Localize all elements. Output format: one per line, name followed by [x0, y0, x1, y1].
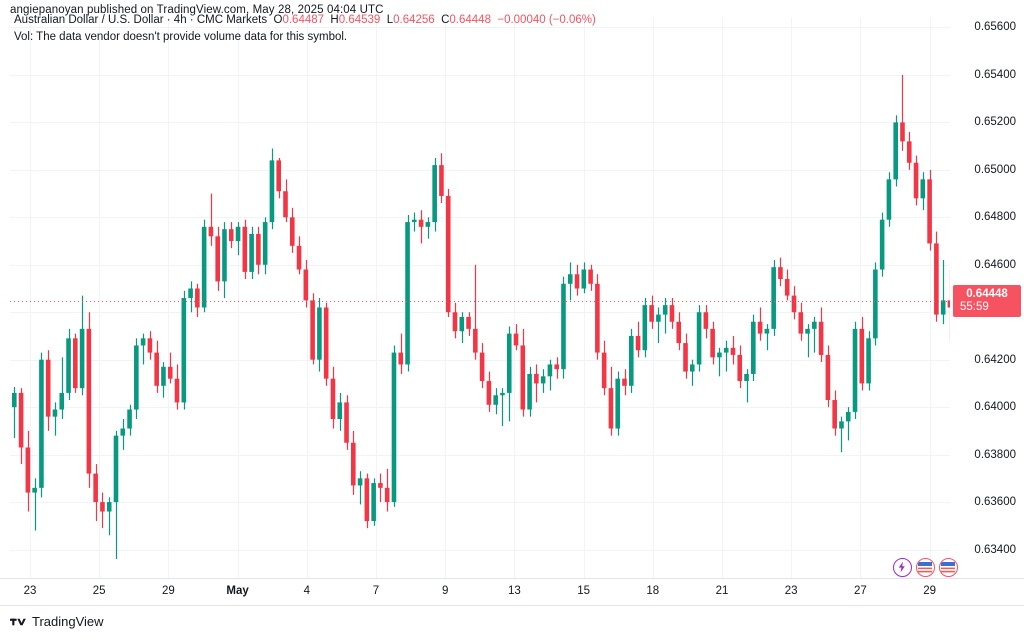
candlestick-series — [12, 74, 950, 560]
time-axis-tick: 29 — [923, 585, 936, 597]
time-axis-tick: 7 — [372, 585, 380, 597]
time-axis-tick: 25 — [92, 585, 106, 597]
time-axis-tick: 21 — [715, 585, 729, 597]
economic-event-us-1-icon[interactable] — [916, 558, 935, 577]
time-axis-tick: 18 — [646, 585, 660, 597]
price-axis-tick: 0.64000 — [974, 401, 1016, 414]
chart-plot-area[interactable] — [10, 18, 950, 578]
time-axis-tick: 9 — [441, 585, 449, 597]
price-axis-tick: 0.65400 — [974, 68, 1016, 81]
price-axis[interactable]: 0.65600 0.65400 0.65200 0.65000 0.64800 0.646… — [950, 0, 1024, 600]
chart-gridlines — [10, 18, 950, 578]
tradingview-brand-text: TradingView — [32, 614, 104, 629]
price-axis-tick: 0.65600 — [974, 21, 1016, 34]
price-axis-tick: 0.63600 — [974, 496, 1016, 509]
time-axis-tick: 23 — [784, 585, 798, 597]
attribution-text: angiepanoyan published on TradingView.co… — [10, 4, 384, 16]
current-price-badge[interactable]: 0.64448 55:59 — [953, 284, 1021, 317]
time-axis-tick: 4 — [303, 585, 310, 597]
price-axis-tick: 0.65200 — [974, 116, 1016, 129]
economic-event-us-2-icon[interactable] — [939, 558, 958, 577]
time-axis[interactable]: 23 25 29 May 4 7 9 13 15 18 21 23 27 29 — [0, 578, 1024, 606]
time-axis-tick: 29 — [161, 585, 175, 597]
tradingview-logo-icon — [10, 618, 26, 625]
economic-event-generic-icon[interactable] — [893, 558, 912, 577]
price-axis-tick: 0.65000 — [974, 163, 1016, 176]
time-axis-tick: 27 — [853, 585, 867, 597]
price-axis-tick: 0.64600 — [974, 258, 1016, 271]
tradingview-footer-logo: TradingView — [10, 614, 104, 629]
price-axis-tick: 0.64800 — [974, 211, 1016, 224]
time-axis-tick: May — [226, 585, 249, 597]
time-axis-tick: 23 — [23, 585, 37, 597]
price-axis-tick: 0.64200 — [974, 353, 1016, 366]
current-price-line — [10, 301, 950, 302]
current-price-value: 0.64448 — [966, 287, 1008, 300]
bar-countdown: 55:59 — [960, 300, 989, 313]
time-axis-tick: 13 — [507, 585, 521, 597]
time-axis-tick: 15 — [577, 585, 590, 597]
price-axis-tick: 0.63400 — [974, 543, 1016, 556]
price-axis-tick: 0.63800 — [974, 448, 1016, 461]
